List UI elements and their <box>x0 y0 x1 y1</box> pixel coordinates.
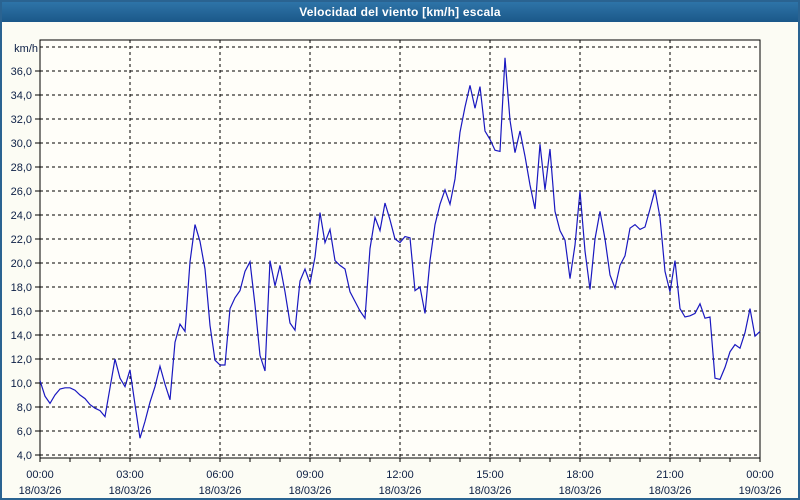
y-axis-unit-label: km/h <box>14 43 38 55</box>
svg-text:4,0: 4,0 <box>17 450 32 462</box>
svg-text:00:00: 00:00 <box>746 469 774 481</box>
svg-text:21:00: 21:00 <box>656 469 684 481</box>
svg-text:32,0: 32,0 <box>11 114 32 126</box>
svg-text:18/03/26: 18/03/26 <box>649 485 692 497</box>
svg-text:18/03/26: 18/03/26 <box>469 485 512 497</box>
svg-text:30,0: 30,0 <box>11 138 32 150</box>
svg-text:6,0: 6,0 <box>17 426 32 438</box>
svg-text:20,0: 20,0 <box>11 258 32 270</box>
svg-text:00:00: 00:00 <box>26 469 54 481</box>
svg-text:24,0: 24,0 <box>11 210 32 222</box>
svg-text:19/03/26: 19/03/26 <box>739 485 782 497</box>
svg-text:18/03/26: 18/03/26 <box>109 485 152 497</box>
svg-text:km/h: km/h <box>14 43 38 55</box>
svg-text:15:00: 15:00 <box>476 469 504 481</box>
svg-text:36,0: 36,0 <box>11 66 32 78</box>
svg-text:26,0: 26,0 <box>11 186 32 198</box>
svg-text:09:00: 09:00 <box>296 469 324 481</box>
svg-text:28,0: 28,0 <box>11 162 32 174</box>
svg-text:18/03/26: 18/03/26 <box>199 485 242 497</box>
chart-titlebar: Velocidad del viento [km/h] escala <box>2 2 798 22</box>
svg-text:22,0: 22,0 <box>11 234 32 246</box>
svg-text:12,0: 12,0 <box>11 354 32 366</box>
svg-text:18/03/26: 18/03/26 <box>379 485 422 497</box>
svg-text:10,0: 10,0 <box>11 378 32 390</box>
x-axis-tick-labels: 00:00 18/03/26 03:00 18/03/26 06:00 18/03/26 0… <box>19 469 782 497</box>
axis-ticks <box>35 70 761 462</box>
svg-text:18/03/26: 18/03/26 <box>559 485 602 497</box>
svg-text:12:00: 12:00 <box>386 469 414 481</box>
wind-speed-chart: 4,0 6,0 8,0 10,0 12,0 14,0 16,0 18,0 20,0 22,0 24,… <box>11 39 782 497</box>
svg-text:03:00: 03:00 <box>116 469 144 481</box>
vertical-gridlines <box>129 40 671 458</box>
svg-text:18,0: 18,0 <box>11 282 32 294</box>
svg-text:18:00: 18:00 <box>566 469 594 481</box>
wind-speed-line <box>39 57 761 439</box>
svg-text:18/03/26: 18/03/26 <box>19 485 62 497</box>
svg-text:16,0: 16,0 <box>11 306 32 318</box>
chart-title: Velocidad del viento [km/h] escala <box>299 5 501 19</box>
svg-text:34,0: 34,0 <box>11 90 32 102</box>
y-axis-tick-labels: 4,0 6,0 8,0 10,0 12,0 14,0 16,0 18,0 20,0 22,0 24,… <box>11 66 32 462</box>
svg-text:06:00: 06:00 <box>206 469 234 481</box>
svg-text:8,0: 8,0 <box>17 402 32 414</box>
svg-text:18/03/26: 18/03/26 <box>289 485 332 497</box>
svg-text:14,0: 14,0 <box>11 330 32 342</box>
